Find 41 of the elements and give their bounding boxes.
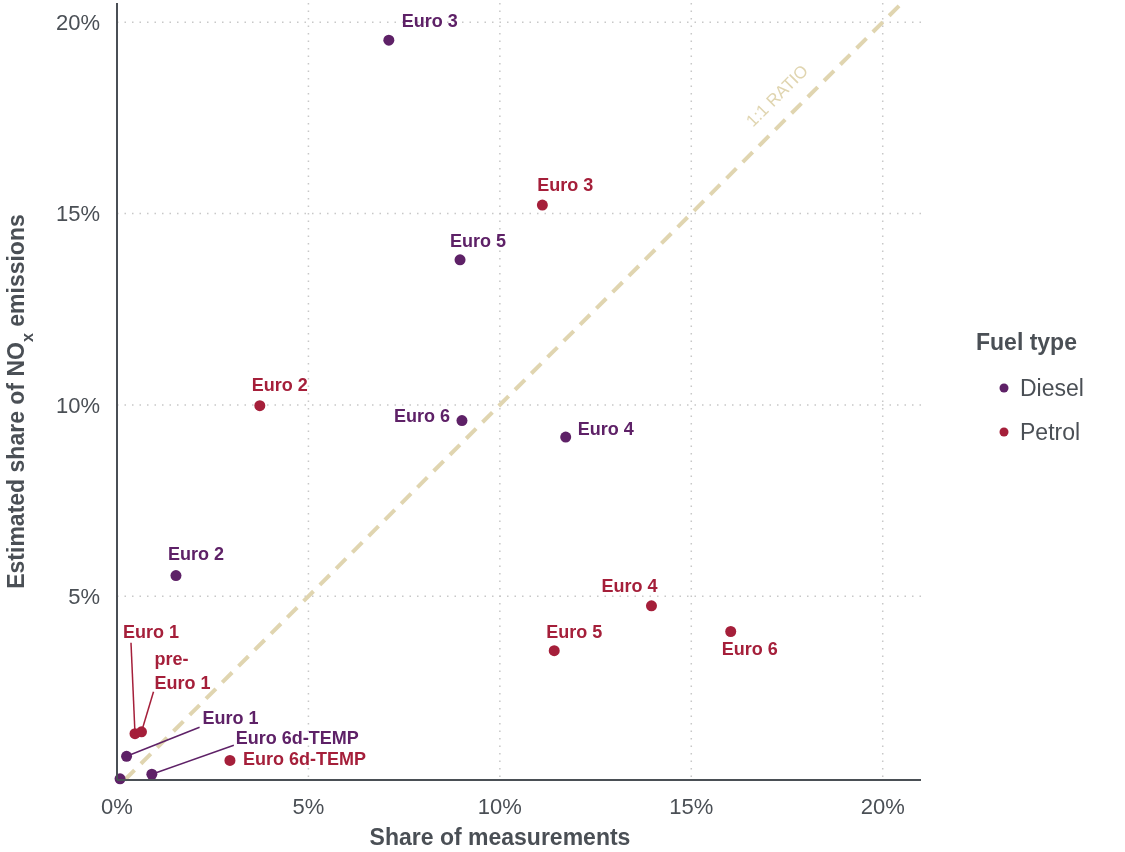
point: [645, 600, 657, 612]
annotation: Euro 1: [122, 621, 180, 642]
point: [254, 400, 266, 412]
point: [536, 199, 548, 211]
annotation: Euro 2: [251, 374, 308, 395]
y-tick-label: 5%: [68, 583, 100, 609]
point: [725, 625, 737, 637]
annotation: Euro 6: [721, 639, 778, 660]
x-tick-label: 5%: [292, 794, 325, 819]
x-tick-label: 20%: [860, 794, 905, 819]
annotation: Euro 6: [393, 405, 450, 426]
x-tick-label: 0%: [101, 794, 133, 819]
y-tick-label: 20%: [55, 9, 100, 35]
point: [456, 415, 468, 427]
y-tick-label: 10%: [55, 392, 100, 418]
point: [548, 645, 560, 657]
legend-label: Diesel: [1020, 375, 1084, 402]
legend-label: Petrol: [1020, 419, 1081, 446]
annotation: Euro 1: [202, 708, 259, 729]
annotation: Euro 3: [401, 10, 458, 31]
point: [383, 34, 395, 46]
point: [136, 726, 147, 738]
annotation: Euro 6d-TEMP: [235, 728, 359, 749]
point: [454, 254, 466, 266]
point: [170, 570, 182, 582]
annotation: Euro 4: [577, 418, 634, 439]
x-tick-label: 10%: [477, 794, 522, 819]
x-axis-title: Share of measurements: [369, 824, 631, 850]
annotation: pre-Euro 1: [154, 648, 211, 693]
annotation: Euro 5: [450, 230, 507, 251]
annotation: Euro 6d-TEMP: [242, 749, 366, 770]
annotation: Euro 2: [167, 543, 224, 564]
y-tick-label: 15%: [55, 201, 100, 227]
annotation: Euro 4: [601, 575, 658, 596]
annotation: Euro 5: [546, 621, 603, 642]
x-tick-label: 15%: [669, 794, 714, 819]
legend-title: Fuel type: [976, 329, 1077, 356]
point: [121, 750, 133, 762]
point: [560, 431, 572, 443]
annotation: Euro 3: [537, 174, 594, 195]
point: [224, 754, 236, 766]
